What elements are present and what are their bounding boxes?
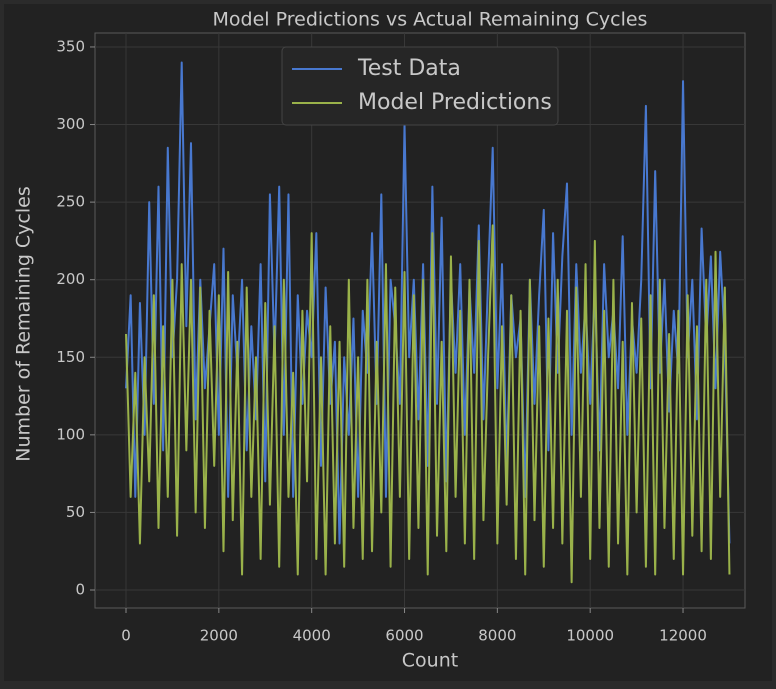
y-tick-label: 350	[56, 37, 85, 55]
y-tick-label: 300	[56, 115, 85, 133]
chart-title: Model Predictions vs Actual Remaining Cy…	[213, 9, 648, 31]
y-tick-label: 100	[56, 425, 85, 443]
legend-label: Model Predictions	[358, 90, 552, 115]
x-tick-label: 4000	[293, 627, 331, 645]
legend-box	[281, 46, 559, 126]
legend-label: Test Data	[357, 56, 461, 81]
x-tick-label: 10000	[566, 627, 614, 645]
y-tick-label: 250	[56, 193, 85, 211]
x-tick-label: 6000	[385, 627, 423, 645]
y-axis-label: Number of Remaining Cycles	[13, 186, 35, 461]
x-axis-label: Count	[402, 650, 458, 672]
x-tick-label: 2000	[200, 627, 238, 645]
line-series	[125, 224, 731, 584]
x-tick-label: 12000	[659, 627, 707, 645]
y-tick-label: 200	[56, 270, 85, 288]
y-tick-label: 50	[66, 503, 85, 521]
y-tick-label: 0	[75, 581, 85, 599]
x-tick-label: 8000	[478, 627, 516, 645]
y-tick-label: 150	[56, 348, 85, 366]
x-tick-label: 0	[121, 627, 131, 645]
